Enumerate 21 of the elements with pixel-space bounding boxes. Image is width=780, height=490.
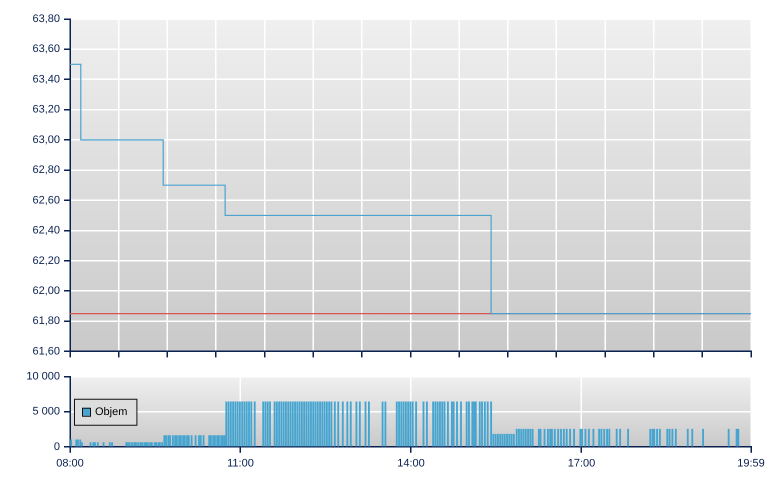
y-tick-label: 61,60 (32, 345, 60, 358)
y-tick-label: 61,80 (32, 315, 60, 328)
x-tick-label: 19:59 (737, 457, 765, 470)
y-tick-label: 0 (54, 440, 60, 453)
y-tick-label: 5 000 (32, 406, 60, 418)
y-tick-label: 63,40 (32, 73, 60, 86)
y-tick-label: 62,80 (32, 164, 60, 176)
y-tick-label: 62,20 (32, 254, 60, 267)
x-tick-label: 14:00 (397, 457, 425, 470)
x-tick-label: 11:00 (227, 457, 254, 470)
y-tick-label: 63,80 (32, 13, 60, 26)
x-tick-label: 08:00 (56, 457, 84, 470)
y-tick-label: 63,00 (32, 134, 60, 146)
y-tick-label: 62,60 (32, 194, 60, 206)
y-tick-label: 62,40 (32, 224, 60, 237)
y-tick-label: 10 000 (26, 370, 60, 383)
y-tick-label: 63,20 (32, 104, 60, 116)
legend-label: Objem (95, 406, 128, 418)
y-tick-label: 62,00 (32, 284, 60, 297)
x-tick-label: 17:00 (568, 457, 596, 470)
y-tick-label: 63,60 (32, 43, 60, 56)
